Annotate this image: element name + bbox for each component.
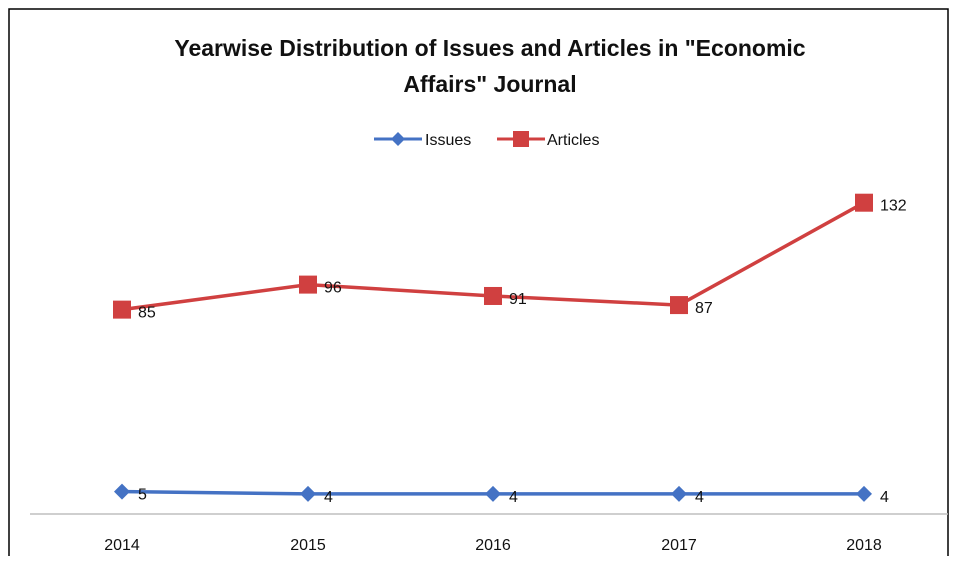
data-point-issues-2017 [671,485,687,502]
data-label-issues-2017: 4 [695,489,704,506]
chart-title-line-1: Yearwise Distribution of Issues and Arti… [174,35,805,61]
legend-marker-issues [391,132,405,146]
chart-title-line-2: Affairs" Journal [403,71,576,97]
chart-border [8,8,949,556]
data-label-issues-2015: 4 [324,489,333,506]
x-tick-label-2014: 2014 [104,537,140,554]
data-point-issues-2016 [485,485,501,502]
legend-label-issues: Issues [425,132,471,149]
legend-item-issues: Issues [374,132,471,149]
x-axis-tick-labels: 2014 2015 2016 2017 2018 [104,537,882,554]
data-label-issues-2018: 4 [880,489,889,506]
data-label-articles-2016: 91 [509,291,527,308]
data-label-articles-2014: 85 [138,305,156,322]
x-tick-label-2018: 2018 [846,537,882,554]
data-label-issues-2014: 5 [138,487,147,504]
data-label-articles-2015: 96 [324,280,342,297]
legend-label-articles: Articles [547,132,599,149]
x-tick-label-2015: 2015 [290,537,326,554]
data-point-issues-2015 [300,485,316,502]
data-point-articles-2017 [670,296,688,315]
series-issues: 5 4 4 4 4 [114,483,889,506]
data-point-articles-2016 [484,286,502,305]
data-point-issues-2018 [856,485,872,502]
data-point-articles-2014 [113,300,131,319]
legend-item-articles: Articles [497,131,599,149]
data-label-articles-2018: 132 [880,198,907,215]
data-point-articles-2018 [855,193,873,212]
series-articles: 85 96 91 87 132 [113,193,907,322]
data-label-articles-2017: 87 [695,300,713,317]
chart-legend: Issues Articles [374,131,599,149]
series-layer: 5 4 4 4 4 85 96 91 87 132 [113,193,907,506]
data-point-issues-2014 [114,483,130,500]
x-tick-label-2016: 2016 [475,537,511,554]
x-tick-label-2017: 2017 [661,537,697,554]
data-point-articles-2015 [299,275,317,294]
legend-marker-articles [513,131,529,147]
data-label-issues-2016: 4 [509,489,518,506]
